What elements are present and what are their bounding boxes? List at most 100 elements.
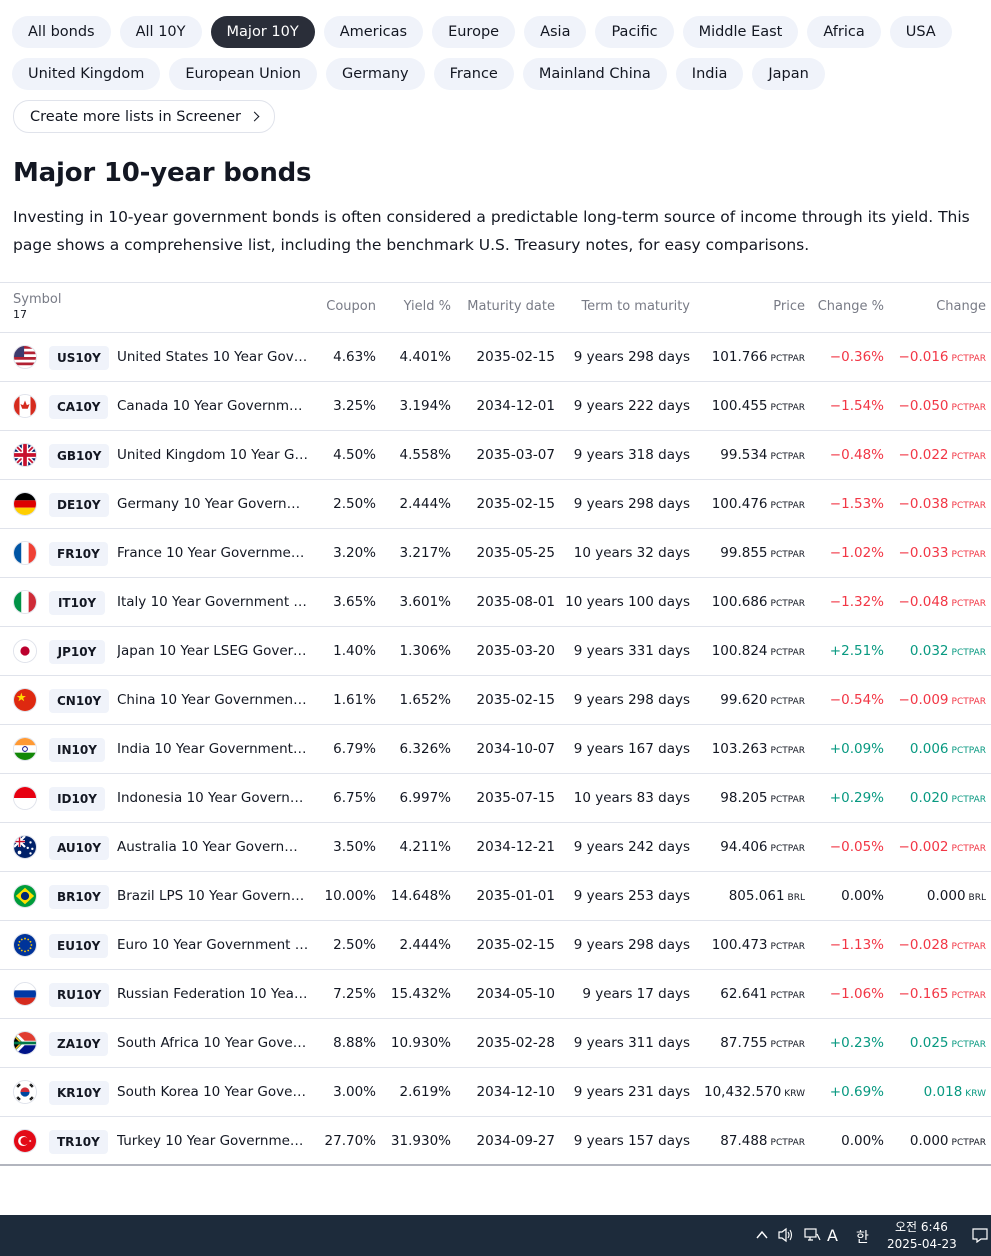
table-row[interactable]: GB10Y United Kingdom 10 Year Government B… — [0, 431, 991, 480]
ticker-badge[interactable]: RU10Y — [49, 983, 110, 1007]
ticker-badge[interactable]: US10Y — [49, 346, 109, 370]
bond-name-link[interactable]: United States 10 Year Government Bonds N… — [117, 349, 309, 365]
bond-name-link[interactable]: South Korea 10 Year Government Bonds Yie… — [117, 1084, 309, 1100]
ticker-badge[interactable]: EU10Y — [49, 934, 109, 958]
table-row[interactable]: TR10Y Turkey 10 Year Government Bonds Yie… — [0, 1117, 991, 1166]
filter-chip-europe[interactable]: Europe — [432, 16, 516, 48]
table-row[interactable]: ZA10Y South Africa 10 Year Government Bon… — [0, 1019, 991, 1068]
ticker-badge[interactable]: BR10Y — [49, 885, 109, 909]
change-percent-value: −0.54% — [829, 692, 884, 708]
ticker-badge[interactable]: GB10Y — [49, 444, 110, 468]
price-value: 100.824 — [711, 643, 768, 659]
table-row[interactable]: CN10Y China 10 Year Government Bonds Yiel… — [0, 676, 991, 725]
filter-chip-mainland-china[interactable]: Mainland China — [522, 58, 667, 90]
chevron-up-icon[interactable] — [756, 1229, 768, 1241]
bond-name-link[interactable]: Euro 10 Year Government Bonds Yield — [117, 937, 309, 953]
bond-name-link[interactable]: Indonesia 10 Year Government Bonds Yield — [117, 790, 309, 806]
filter-chip-all-10y[interactable]: All 10Y — [119, 16, 202, 48]
bond-name-link[interactable]: Australia 10 Year Government Bonds Yield — [117, 839, 309, 855]
ticker-badge[interactable]: AU10Y — [49, 836, 110, 860]
change-percent-value: −1.13% — [829, 937, 884, 953]
filter-chip-india[interactable]: India — [675, 58, 744, 90]
header-price[interactable]: Price — [773, 299, 805, 314]
ticker-badge[interactable]: JP10Y — [49, 640, 105, 664]
table-row[interactable]: US10Y United States 10 Year Government Bo… — [0, 333, 991, 382]
speaker-icon[interactable] — [777, 1227, 795, 1243]
header-coupon[interactable]: Coupon — [326, 299, 376, 314]
ime-mode-indicator[interactable]: A — [827, 1226, 838, 1245]
table-row[interactable]: AU10Y Australia 10 Year Government Bonds … — [0, 823, 991, 872]
filter-chip-africa[interactable]: Africa — [807, 16, 881, 48]
taskbar-date[interactable]: 2025-04-23 — [887, 1237, 957, 1251]
table-row[interactable]: FR10Y France 10 Year Government Bonds Yie… — [0, 529, 991, 578]
bond-name-link[interactable]: Russian Federation 10 Year Government Bo… — [117, 986, 309, 1002]
header-change[interactable]: Change — [936, 299, 986, 314]
table-row[interactable]: JP10Y Japan 10 Year LSEG Government Bonds… — [0, 627, 991, 676]
table-row[interactable]: BR10Y Brazil LPS 10 Year Government Bonds… — [0, 872, 991, 921]
bond-name-link[interactable]: Germany 10 Year Government Bonds Yield — [117, 496, 309, 512]
filter-chip-japan[interactable]: Japan — [752, 58, 825, 90]
price-unit: PCTPAR — [770, 1138, 805, 1148]
ticker-badge[interactable]: CA10Y — [49, 395, 109, 419]
table-row[interactable]: DE10Y Germany 10 Year Government Bonds Yi… — [0, 480, 991, 529]
filter-chip-france[interactable]: France — [433, 58, 514, 90]
bond-name-link[interactable]: Turkey 10 Year Government Bonds Yield — [117, 1133, 309, 1149]
bond-name-link[interactable]: Canada 10 Year Government Bonds Yield — [117, 398, 309, 414]
filter-chip-asia[interactable]: Asia — [524, 16, 587, 48]
maturity-date-value: 2035-03-07 — [476, 447, 555, 463]
ticker-badge[interactable]: CN10Y — [49, 689, 110, 713]
header-maturity-date[interactable]: Maturity date — [467, 299, 555, 314]
ticker-badge[interactable]: ZA10Y — [49, 1032, 109, 1056]
bond-name-link[interactable]: United Kingdom 10 Year Government Bonds … — [117, 447, 309, 463]
ticker-badge[interactable]: TR10Y — [49, 1130, 108, 1154]
bond-name-link[interactable]: India 10 Year Government Bonds Yield — [117, 741, 309, 757]
price-cell: 98.205 PCTPAR — [720, 774, 805, 825]
filter-chip-middle-east[interactable]: Middle East — [682, 16, 799, 48]
bond-name-link[interactable]: Italy 10 Year Government Bonds Yield — [117, 594, 309, 610]
ticker-badge[interactable]: IN10Y — [49, 738, 105, 762]
coupon-value: 6.79% — [333, 741, 376, 757]
bond-name-link[interactable]: China 10 Year Government Bonds Yield — [117, 692, 309, 708]
bond-name-link[interactable]: Japan 10 Year LSEG Government Bonds Yiel… — [117, 643, 309, 659]
header-yield[interactable]: Yield % — [403, 299, 451, 314]
bond-name-link[interactable]: France 10 Year Government Bonds Yield — [117, 545, 309, 561]
filter-chip-germany[interactable]: Germany — [325, 58, 425, 90]
change-value: −0.009 — [898, 692, 949, 708]
filter-chip-united-kingdom[interactable]: United Kingdom — [12, 58, 161, 90]
header-term-to-maturity[interactable]: Term to maturity — [581, 299, 690, 314]
header-change-percent[interactable]: Change % — [817, 299, 884, 314]
create-lists-in-screener-link[interactable]: Create more lists in Screener — [13, 100, 275, 133]
filter-chip-european-union[interactable]: European Union — [169, 58, 317, 90]
table-row[interactable]: IT10Y Italy 10 Year Government Bonds Yiel… — [0, 578, 991, 627]
taskbar-time[interactable]: 오전 6:46 — [895, 1220, 948, 1234]
bond-name-link[interactable]: Brazil LPS 10 Year Government Bonds Yiel… — [117, 888, 309, 904]
price-cell: 100.686 PCTPAR — [712, 578, 805, 629]
table-row[interactable]: CA10Y Canada 10 Year Government Bonds Yie… — [0, 382, 991, 431]
ticker-badge[interactable]: ID10Y — [49, 787, 105, 811]
notification-icon[interactable] — [971, 1227, 989, 1243]
filter-chip-usa[interactable]: USA — [889, 16, 952, 48]
network-icon[interactable] — [803, 1227, 821, 1243]
table-row[interactable]: KR10Y South Korea 10 Year Government Bond… — [0, 1068, 991, 1117]
filter-chip-pacific[interactable]: Pacific — [595, 16, 674, 48]
us-flag-icon — [13, 345, 37, 369]
price-value: 87.755 — [720, 1035, 768, 1051]
ime-language-indicator[interactable]: 한 — [856, 1230, 869, 1246]
price-unit: PCTPAR — [770, 844, 805, 854]
maturity-date-value: 2035-02-15 — [476, 349, 555, 365]
bond-name-link[interactable]: South Africa 10 Year Government Bonds Yi… — [117, 1035, 309, 1051]
table-row[interactable]: IN10Y India 10 Year Government Bonds Yiel… — [0, 725, 991, 774]
table-row[interactable]: EU10Y Euro 10 Year Government Bonds Yield… — [0, 921, 991, 970]
table-row[interactable]: RU10Y Russian Federation 10 Year Governme… — [0, 970, 991, 1019]
filter-chip-americas[interactable]: Americas — [323, 16, 424, 48]
filter-chip-all-bonds[interactable]: All bonds — [12, 16, 111, 48]
coupon-value: 6.75% — [333, 790, 376, 806]
ticker-badge[interactable]: FR10Y — [49, 542, 108, 566]
ticker-badge[interactable]: IT10Y — [49, 591, 105, 615]
ticker-badge[interactable]: KR10Y — [49, 1081, 109, 1105]
filter-chip-major-10y[interactable]: Major 10Y — [210, 16, 315, 48]
header-symbol[interactable]: Symbol 17 — [13, 292, 62, 321]
table-row[interactable]: ID10Y Indonesia 10 Year Government Bonds … — [0, 774, 991, 823]
change-percent-value: +0.23% — [829, 1035, 884, 1051]
ticker-badge[interactable]: DE10Y — [49, 493, 109, 517]
